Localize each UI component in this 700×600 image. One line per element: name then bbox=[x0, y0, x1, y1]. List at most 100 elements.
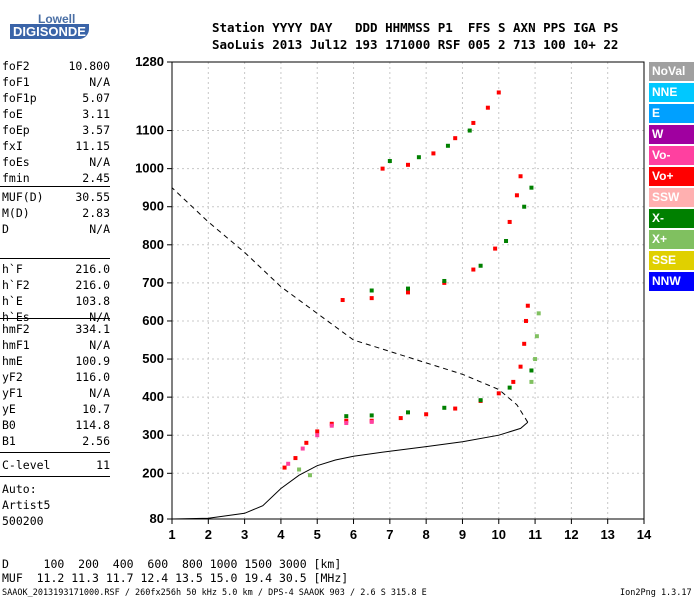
trace-point bbox=[471, 120, 476, 125]
param-h-f: h`F 216.0 bbox=[2, 262, 110, 276]
x-tick-label: 2 bbox=[205, 527, 212, 542]
param-yf1: yF1 N/A bbox=[2, 386, 110, 400]
param-key: foF1 bbox=[2, 75, 30, 89]
param-key: foEp bbox=[2, 123, 30, 137]
param-b0: B0 114.8 bbox=[2, 418, 110, 432]
legend-item-w: W bbox=[649, 125, 694, 144]
param-value: 30.55 bbox=[75, 190, 110, 204]
trace-point bbox=[293, 456, 298, 461]
trace-point bbox=[522, 204, 527, 209]
param-key: fxI bbox=[2, 139, 23, 153]
trace-point bbox=[380, 166, 385, 171]
param-value: N/A bbox=[89, 75, 110, 89]
trace-point bbox=[442, 278, 447, 283]
param-fmin: fmin 2.45 bbox=[2, 171, 110, 185]
param-foes: foEs N/A bbox=[2, 155, 110, 169]
param-h-es: h`Es N/A bbox=[2, 310, 110, 324]
trace-point bbox=[514, 193, 519, 198]
footer-info: SAAOK_2013193171000.RSF / 260fx256h 50 k… bbox=[2, 588, 427, 598]
trace-point bbox=[522, 341, 527, 346]
trace-point bbox=[507, 219, 512, 224]
param-key: B1 bbox=[2, 434, 16, 448]
trace-point bbox=[344, 421, 349, 426]
x-tick-label: 7 bbox=[386, 527, 393, 542]
param-key: yF1 bbox=[2, 386, 23, 400]
muf-row: MUF 11.2 11.3 11.7 12.4 13.5 15.0 19.4 3… bbox=[2, 571, 349, 585]
trace-point bbox=[485, 105, 490, 110]
trace-point bbox=[286, 461, 291, 466]
trace-point bbox=[496, 391, 501, 396]
distance-row: D 100 200 400 600 800 1000 1500 3000 [km… bbox=[2, 557, 342, 571]
param-value: 5.07 bbox=[82, 91, 110, 105]
trace-point bbox=[344, 414, 349, 419]
param-key: hmF1 bbox=[2, 338, 30, 352]
legend-item-sse: SSE bbox=[649, 251, 694, 270]
param-separator bbox=[0, 452, 110, 453]
x-tick-label: 6 bbox=[350, 527, 357, 542]
trace-point bbox=[524, 318, 528, 323]
trace-point bbox=[369, 288, 374, 293]
legend-item-ssw: SSW bbox=[649, 188, 694, 207]
trace-point bbox=[529, 185, 534, 190]
x-tick-label: 10 bbox=[492, 527, 506, 542]
param-key: hmF2 bbox=[2, 322, 30, 336]
param-fxi: fxI 11.15 bbox=[2, 139, 110, 153]
param-value: 10.800 bbox=[68, 59, 110, 73]
param-muf-d-: MUF(D) 30.55 bbox=[2, 190, 110, 204]
param-value: 3.11 bbox=[82, 107, 110, 121]
trace-point bbox=[369, 296, 374, 301]
logo-line2: DIGISONDE bbox=[10, 24, 89, 39]
autoscale-line2: Artist5 bbox=[2, 498, 51, 512]
trace-point bbox=[507, 385, 512, 390]
y-tick-label: 500 bbox=[142, 351, 164, 366]
legend-item-nnw: NNW bbox=[649, 272, 694, 291]
param-h-f2: h`F2 216.0 bbox=[2, 278, 110, 292]
param-value: 11.15 bbox=[75, 139, 110, 153]
plot-frame bbox=[171, 61, 645, 520]
trace-point bbox=[536, 311, 541, 316]
param-value: 2.83 bbox=[82, 206, 110, 220]
y-tick-label: 80 bbox=[150, 511, 164, 526]
trace-point bbox=[467, 128, 472, 133]
trace-point bbox=[471, 267, 476, 272]
trace-point bbox=[529, 368, 534, 373]
x-tick-label: 3 bbox=[241, 527, 248, 542]
trace-point bbox=[369, 419, 374, 424]
param-yf2: yF2 116.0 bbox=[2, 370, 110, 384]
param-b1: B1 2.56 bbox=[2, 434, 110, 448]
trace-point bbox=[315, 433, 320, 438]
param-value: 114.8 bbox=[75, 418, 110, 432]
legend-item-vo-: Vo+ bbox=[649, 167, 694, 186]
param-m-d-: M(D) 2.83 bbox=[2, 206, 110, 220]
y-tick-label: 300 bbox=[142, 427, 164, 442]
param-key: B0 bbox=[2, 418, 16, 432]
x-tick-label: 14 bbox=[637, 527, 652, 542]
trace-point bbox=[307, 473, 312, 478]
trace-point bbox=[511, 379, 516, 384]
x-tick-label: 1 bbox=[168, 527, 175, 542]
param-key: M(D) bbox=[2, 206, 30, 220]
x-tick-label: 13 bbox=[600, 527, 614, 542]
trace-point bbox=[304, 440, 309, 445]
param-key: hmE bbox=[2, 354, 23, 368]
param-value: 103.8 bbox=[75, 294, 110, 308]
param-key: h`Es bbox=[2, 310, 30, 324]
legend-item-e: E bbox=[649, 104, 694, 123]
param-fof1p: foF1p 5.07 bbox=[2, 91, 110, 105]
x-tick-label: 12 bbox=[564, 527, 578, 542]
legend-item-nne: NNE bbox=[649, 83, 694, 102]
autoscale-line1: Auto: bbox=[2, 482, 37, 496]
legend-item-x-: X- bbox=[649, 209, 694, 228]
y-tick-label: 400 bbox=[142, 389, 164, 404]
trace-point bbox=[406, 286, 410, 291]
param-c-level: C-level 11 bbox=[2, 458, 110, 472]
trace-point bbox=[424, 412, 429, 417]
param-foe: foE 3.11 bbox=[2, 107, 110, 121]
param-fof1: foF1 N/A bbox=[2, 75, 110, 89]
legend-item-noval: NoVal bbox=[649, 62, 694, 81]
param-value: 2.45 bbox=[82, 171, 110, 185]
trace-point bbox=[533, 357, 538, 362]
param-key: MUF(D) bbox=[2, 190, 44, 204]
y-tick-label: 1280 bbox=[135, 54, 164, 69]
